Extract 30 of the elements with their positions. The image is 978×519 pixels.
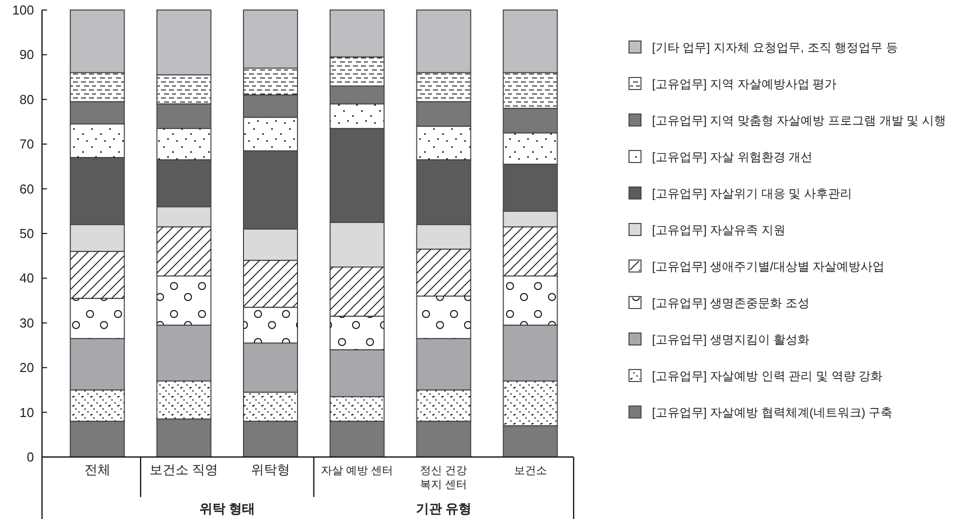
x-tick-label: 자살 예방 센터 bbox=[321, 465, 394, 477]
y-tick-label: 60 bbox=[20, 181, 34, 196]
legend-label: [고유업무] 자살유족 지원 bbox=[652, 223, 786, 237]
y-tick-label: 50 bbox=[20, 226, 34, 241]
legend-label: [고유업무] 자살 위험환경 개선 bbox=[652, 150, 813, 164]
legend-label: [고유업무] 생명존중문화 조성 bbox=[652, 296, 810, 310]
y-tick-label: 90 bbox=[20, 47, 34, 62]
text: 위탁 형태 bbox=[199, 501, 256, 516]
y-tick-label: 70 bbox=[20, 136, 34, 152]
y-tick-label: 20 bbox=[20, 360, 34, 376]
legend-label: [고유업무] 자살예방 인력 관리 및 역량 강화 bbox=[652, 369, 883, 383]
y-tick-label: 30 bbox=[20, 315, 34, 330]
legend-label: [고유업무] 지역 맞춤형 자살예방 프로그램 개발 및 시행 bbox=[652, 114, 946, 128]
y-tick-label: 10 bbox=[20, 404, 34, 420]
legend-label: [고유업무] 자살예방 협력체계(네트워크) 구축 bbox=[652, 406, 893, 420]
legend-label: [고유업무] 생애주기별/대상별 자살예방사업 bbox=[652, 260, 885, 274]
text: 기관 유형 bbox=[416, 501, 472, 516]
legend-label: [고유업무] 생명지킴이 활성화 bbox=[652, 332, 810, 346]
y-tick-label: 0 bbox=[26, 450, 34, 464]
legend-label: [고유업무] 지역 자살예방사업 평가 bbox=[652, 77, 837, 91]
x-tick-label: 전체 bbox=[84, 462, 110, 477]
legend-label: [고유업무] 자살위기 대응 및 사후관리 bbox=[652, 186, 852, 200]
y-tick-label: 40 bbox=[20, 270, 34, 286]
legend-label: [기타 업무] 지자체 요청업무, 조직 행정업무 등 bbox=[652, 40, 898, 54]
x-tick-label: 정신 건강 복지 센터 bbox=[420, 465, 468, 491]
x-tick-label: 보건소 bbox=[514, 465, 547, 477]
y-tick-label: 100 bbox=[12, 2, 34, 18]
x-tick-label: 위탁형 bbox=[251, 462, 290, 477]
x-tick-label: 보건소 직영 bbox=[150, 462, 218, 477]
y-tick-label: 80 bbox=[20, 92, 34, 107]
